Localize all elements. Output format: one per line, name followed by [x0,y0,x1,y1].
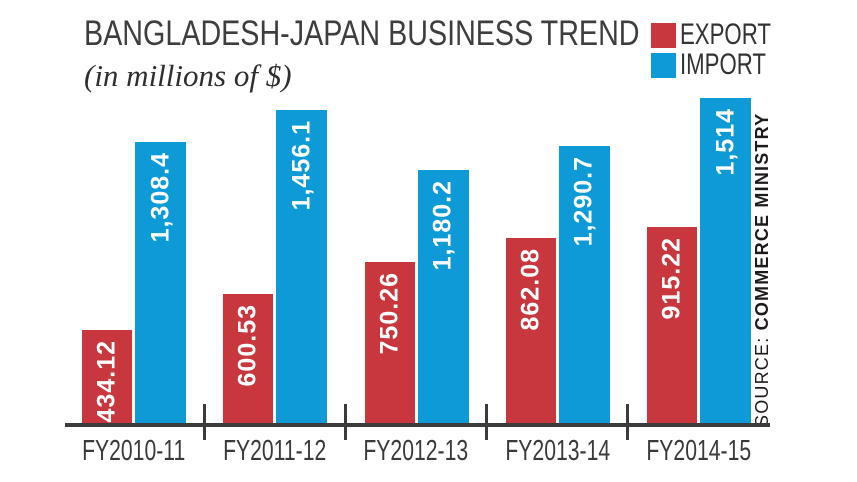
x-axis-label-FY2011-12: FY2011-12 [195,435,355,468]
x-axis-label-text: FY2012-13 [363,435,469,467]
import-color-swatch [651,52,676,78]
legend-item-import: IMPORT [651,48,803,81]
x-axis-line [65,423,770,427]
import-bar-FY2014-15: 1,514 [700,98,751,423]
legend-item-export: EXPORT [651,18,803,51]
x-axis-label-FY2013-14: FY2013-14 [477,435,637,468]
axis-tick [202,404,206,440]
bar-value-label: 1,290.7 [569,156,598,247]
bar-value-label: 1,456.1 [287,120,316,211]
bar-value-label: 1,514 [711,108,739,176]
x-axis-label-text: FY2013-14 [504,435,610,467]
export-bar-FY2013-14: 862.08 [505,238,556,423]
export-bar-FY2012-13: 750.26 [364,262,415,423]
x-axis-label-text: FY2011-12 [223,435,327,467]
legend-label-import: IMPORT [680,48,766,81]
bar-value-label: 434.12 [92,340,121,423]
bar-value-label: 750.26 [375,272,403,355]
import-bar-FY2011-12: 1,456.1 [276,110,328,423]
import-bar-FY2013-14: 1,290.7 [558,146,610,423]
x-axis-label-text: FY2014-15 [646,435,751,467]
export-color-swatch [651,22,676,48]
axis-tick [343,404,347,440]
bar-value-label: 1,308.4 [146,152,174,243]
bar-value-label: 600.53 [233,304,262,387]
export-bar-FY2011-12: 600.53 [223,294,274,423]
axis-tick [626,404,630,440]
export-bar-FY2014-15: 915.22 [647,227,697,423]
chart-title: BANGLADESH-JAPAN BUSINESS TREND [84,14,761,54]
chart-title-text: BANGLADESH-JAPAN BUSINESS TREND [84,14,640,53]
bar-value-label: 862.08 [516,248,545,331]
axis-tick [485,404,489,440]
legend-label-export: EXPORT [680,18,771,51]
bar-chart-plot: 434.12 1,308.4 600.53 1,456.1 750.26 1,180.2 8… [65,78,770,467]
x-axis-label-FY2010-11: FY2010-11 [54,435,214,468]
import-bar-FY2012-13: 1,180.2 [417,170,469,423]
bar-value-label: 915.22 [657,237,686,320]
chart-unit-note: (in millions of $) [84,58,292,93]
x-axis-label-FY2014-15: FY2014-15 [619,435,779,468]
legend: EXPORT IMPORT [651,18,803,81]
bar-value-label: 1,180.2 [428,180,457,271]
import-bar-FY2010-11: 1,308.4 [135,142,186,423]
export-bar-FY2010-11: 434.12 [82,330,132,423]
x-axis-label-text: FY2010-11 [81,435,186,467]
x-axis-label-FY2012-13: FY2012-13 [336,435,496,468]
